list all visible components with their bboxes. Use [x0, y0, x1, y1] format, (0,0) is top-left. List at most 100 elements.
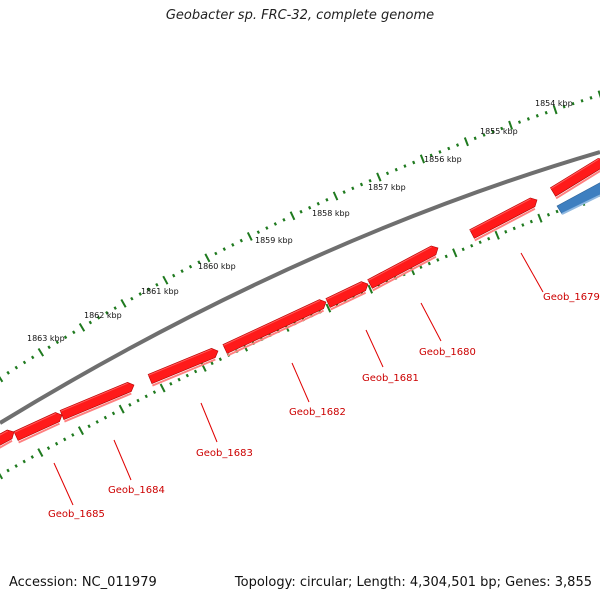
minor-tick: [96, 315, 101, 320]
minor-tick: [473, 136, 477, 141]
gene-arrow-body: [325, 281, 369, 308]
gene-arrow[interactable]: [0, 429, 15, 451]
minor-tick: [447, 146, 451, 151]
minor-tick: [111, 411, 116, 416]
minor-tick: [155, 282, 159, 287]
minor-tick: [180, 269, 184, 274]
gene-arrow-highlight: [14, 412, 57, 433]
major-tick: [537, 213, 543, 223]
minor-tick: [54, 441, 59, 446]
gene-arrow-shadow: [64, 392, 132, 423]
minor-tick: [55, 340, 60, 345]
major-tick: [78, 322, 86, 332]
gene-arrow[interactable]: [469, 197, 538, 242]
minor-tick: [403, 164, 407, 168]
gene-label[interactable]: Geob_1685: [48, 509, 105, 520]
minor-tick: [6, 468, 10, 473]
gene-arrow[interactable]: [13, 412, 63, 444]
minor-tick: [273, 222, 277, 226]
major-tick: [120, 299, 127, 308]
gene-features: [0, 158, 600, 451]
minor-tick: [482, 133, 486, 137]
minor-tick: [138, 292, 142, 296]
minor-tick: [282, 218, 286, 222]
gene-arrow-body: [469, 197, 538, 239]
minor-tick: [470, 243, 474, 248]
minor-tick: [455, 143, 460, 147]
minor-tick: [299, 209, 303, 214]
minor-tick: [504, 229, 508, 234]
major-tick: [463, 137, 469, 147]
outer-scale-ticks: [0, 90, 600, 383]
minor-tick: [14, 464, 18, 468]
major-tick: [162, 275, 169, 285]
gene-arrow-partial[interactable]: [549, 158, 600, 200]
minor-tick: [30, 355, 35, 360]
minor-tick: [478, 240, 482, 245]
minor-tick: [144, 394, 148, 399]
gene-label-line: [53, 462, 74, 506]
gene-label-line: [113, 439, 132, 481]
minor-tick: [222, 247, 226, 252]
gene-arrow-body: [59, 381, 135, 420]
minor-tick: [95, 420, 99, 424]
gene-arrow-highlight: [326, 282, 363, 300]
minor-tick: [491, 129, 495, 134]
minor-tick: [46, 446, 51, 451]
gene-label[interactable]: Geob_1683: [196, 448, 253, 459]
major-tick: [419, 154, 426, 164]
gene-label[interactable]: Geob_1681: [362, 373, 419, 384]
reverse-gene-arrow-shadow: [561, 194, 600, 215]
minor-tick: [359, 182, 364, 187]
minor-tick: [529, 219, 533, 224]
gene-arrow-highlight: [60, 382, 128, 412]
gene-label[interactable]: Geob_1679: [543, 292, 600, 303]
accession-text: Accession: NC_011979: [9, 575, 157, 590]
major-tick: [246, 231, 253, 241]
minor-tick: [193, 369, 198, 374]
gene-label[interactable]: Geob_1684: [108, 485, 165, 496]
scale-label: 1856 kbp: [424, 155, 462, 164]
minor-tick: [185, 373, 189, 378]
minor-tick: [412, 160, 416, 165]
minor-tick: [394, 167, 398, 172]
major-tick: [118, 404, 125, 414]
genome-summary-text: Topology: circular; Length: 4,304,501 bp…: [234, 575, 592, 590]
gene-arrow[interactable]: [367, 245, 439, 292]
gene-label-line: [420, 302, 442, 342]
minor-tick: [169, 382, 173, 386]
gene-label-line: [200, 402, 218, 443]
scale-label: 1860 kbp: [198, 262, 236, 271]
minor-tick: [113, 306, 117, 310]
major-tick: [37, 448, 44, 457]
gene-arrow-shadow: [372, 255, 437, 292]
major-tick: [508, 120, 514, 130]
minor-tick: [231, 242, 235, 247]
major-tick: [77, 426, 84, 436]
major-tick: [552, 105, 558, 115]
minor-tick: [342, 190, 346, 194]
gene-arrow-highlight: [550, 158, 599, 190]
gene-label[interactable]: Geob_1680: [419, 347, 476, 358]
gene-arrow-highlight: [0, 430, 8, 436]
major-tick: [325, 303, 332, 313]
minor-tick: [436, 258, 440, 262]
inner-scale-ticks: [0, 193, 600, 480]
gene-arrow-body: [222, 299, 327, 354]
gene-arrow-body: [13, 412, 63, 441]
gene-arrow[interactable]: [222, 299, 327, 357]
major-tick: [0, 472, 4, 480]
gene-arrow[interactable]: [147, 347, 219, 387]
gene-arrow[interactable]: [59, 381, 135, 423]
gene-label[interactable]: Geob_1682: [289, 407, 346, 418]
minor-tick: [571, 101, 575, 106]
gene-arrow[interactable]: [325, 281, 369, 311]
minor-tick: [210, 361, 214, 366]
minor-tick: [146, 287, 151, 292]
reverse-gene-arrow-body: [556, 182, 600, 215]
gene-arrow-shadow: [227, 309, 325, 357]
minor-tick: [218, 357, 222, 362]
gene-arrow-highlight: [148, 348, 213, 376]
gene-labels: Geob_1679 Geob_1680 Geob_1681 Geob_1682 Geob…: [48, 292, 600, 520]
reverse-gene-arrow-partial[interactable]: [556, 180, 600, 215]
